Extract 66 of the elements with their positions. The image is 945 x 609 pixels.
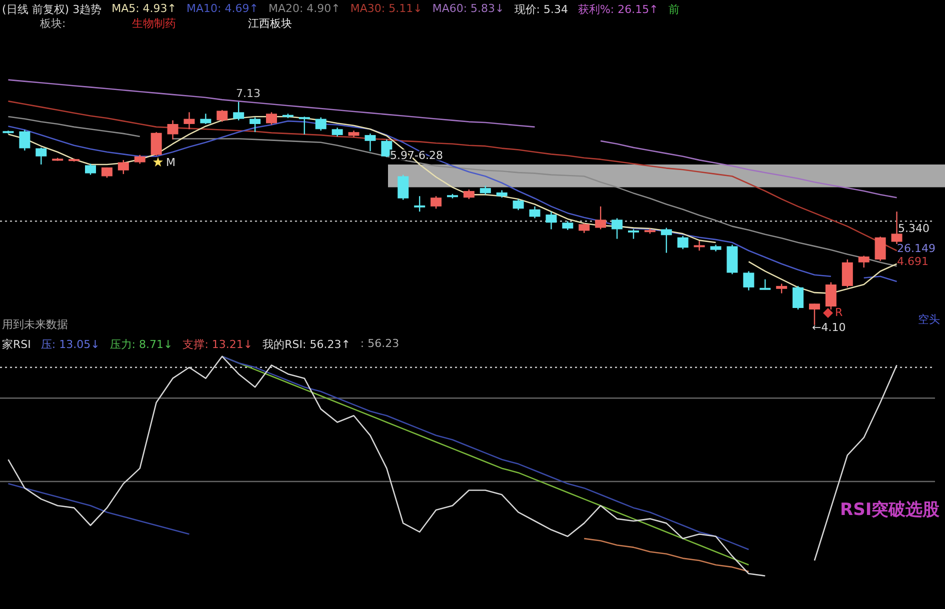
candlestick: [233, 101, 244, 121]
chart-title: (日线 前复权) 3趋势: [2, 2, 102, 17]
candlestick: [612, 218, 623, 240]
text: MA5: 4.93↑: [112, 2, 177, 17]
candlestick: [858, 255, 870, 268]
text: 压: 13.05↓: [40, 337, 100, 352]
text: MA20: 4.90↑: [268, 2, 340, 17]
candlestick: [364, 132, 376, 152]
text: 获利%: 26.15↑: [578, 2, 658, 17]
candlestick: [595, 206, 606, 230]
text: 江西板块: [248, 17, 292, 30]
text: 空头: [918, 313, 940, 326]
candlestick: [430, 196, 442, 210]
candlestick: [398, 174, 409, 200]
candlestick: [184, 112, 195, 130]
text: MA60: 5.83↓: [432, 2, 504, 17]
candlestick: [216, 109, 228, 122]
candlestick: [19, 129, 30, 152]
candlestick: [381, 138, 392, 158]
candlestick: [546, 211, 557, 230]
candlestick: [250, 116, 261, 133]
candlestick: [694, 240, 705, 252]
candlestick: [512, 198, 524, 211]
candlestick: [463, 188, 474, 200]
text: MA30: 5.11↓: [350, 2, 422, 17]
text: 支撑: 13.21↓: [182, 337, 253, 352]
annotation: 5.340: [898, 222, 930, 235]
text: 我的RSI: 56.23↑: [262, 337, 350, 352]
text: 生物制药: [132, 17, 176, 30]
annotation: M: [166, 156, 176, 169]
candlestick: [874, 236, 886, 262]
annotation: ←4.10: [812, 321, 846, 334]
candlestick: [298, 116, 310, 135]
candlestick: [677, 235, 688, 250]
text: 现价: 5.34: [514, 2, 568, 17]
candlestick: [825, 282, 836, 310]
candlestick: [118, 159, 129, 175]
candlestick: [200, 113, 212, 125]
annotation: 26.149: [897, 242, 936, 255]
candlestick: [842, 258, 853, 288]
annotation: 4.691: [897, 255, 928, 268]
text: 压力: 8.71↓: [110, 337, 173, 352]
candlestick: [660, 227, 672, 254]
candlestick: [743, 270, 754, 291]
candlestick: [85, 163, 96, 176]
text: 前: [668, 2, 680, 17]
candlestick: [529, 206, 540, 219]
annotation: RSI突破选股: [840, 500, 940, 520]
annotation: R: [835, 306, 843, 319]
candlestick: [414, 196, 426, 212]
candlestick: [167, 120, 178, 140]
text: MA10: 4.69↑: [186, 2, 258, 17]
candlestick: [578, 222, 590, 234]
annotation: 用到未来数据: [2, 318, 68, 331]
candlestick: [36, 146, 47, 166]
text: 板块:: [40, 17, 66, 30]
candlestick: [760, 278, 771, 290]
candlestick: [776, 283, 788, 294]
candlestick: [150, 131, 162, 156]
candlestick: [628, 228, 639, 240]
text: : 56.23: [360, 337, 400, 352]
text: 家RSI: [2, 337, 31, 352]
candlestick: [315, 116, 326, 132]
annotation: 7.13: [236, 86, 260, 100]
candlestick: [266, 112, 277, 126]
candlestick: [792, 285, 804, 310]
